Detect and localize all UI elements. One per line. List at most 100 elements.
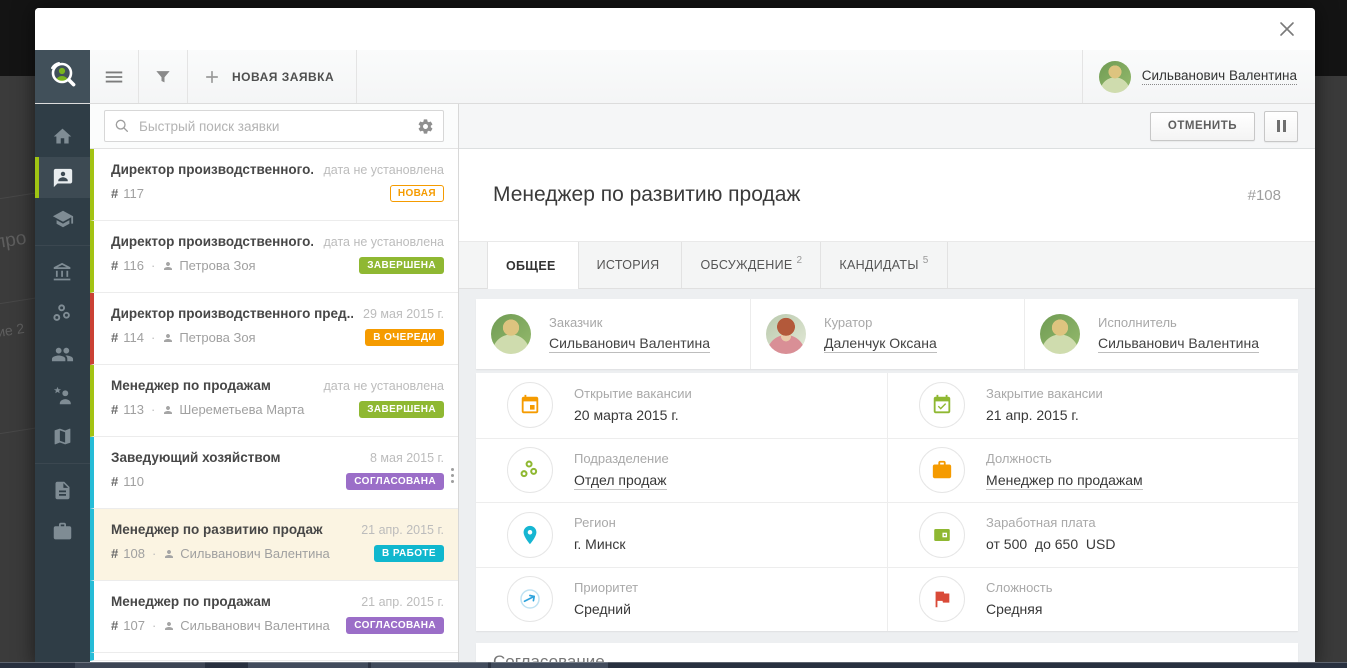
- status-badge: СОГЛАСОВАНА: [346, 617, 444, 634]
- dot-separator: ·: [151, 546, 157, 561]
- gear-icon[interactable]: [413, 114, 437, 138]
- field-label: Регион: [574, 515, 616, 531]
- modal-header: [35, 8, 1315, 50]
- map-pin-icon: [507, 511, 553, 558]
- map-icon: [54, 428, 71, 445]
- close-icon[interactable]: [1275, 17, 1299, 41]
- cancel-button[interactable]: ОТМЕНИТЬ: [1149, 111, 1255, 141]
- field-value: Средняя: [986, 600, 1043, 617]
- hash-icon: #: [111, 618, 119, 633]
- field-complexity: Сложность Средняя: [887, 566, 1298, 631]
- fields-card: Открытие вакансии 20 марта 2015 г. Закры…: [476, 373, 1298, 631]
- request-title: Менеджер по развитию продаж: [111, 522, 323, 537]
- sidebar-item-documents[interactable]: [35, 470, 90, 511]
- pause-icon: [1276, 120, 1280, 132]
- filter-button[interactable]: [138, 50, 188, 103]
- request-date: дата не установлена: [323, 379, 444, 393]
- person-icon: [164, 261, 173, 270]
- person-role-label: Куратор: [824, 315, 873, 330]
- request-id: 108: [123, 546, 145, 561]
- request-title: Менеджер по продажам: [111, 594, 271, 609]
- field-value-link[interactable]: Менеджер по продажам: [986, 471, 1143, 490]
- sidebar-item-structure[interactable]: [35, 293, 90, 334]
- field-position: Должность Менеджер по продажам: [887, 437, 1298, 502]
- hash-icon: #: [111, 330, 119, 345]
- request-person: Шереметьева Марта: [162, 402, 304, 417]
- field-value: 21 апр. 2015 г.: [986, 406, 1079, 423]
- menu-icon: [105, 71, 123, 82]
- avatar: [491, 314, 531, 354]
- field-label: Закрытие вакансии: [986, 385, 1103, 401]
- list-item[interactable]: Заведующий хозяйством 8 мая 2015 г. #110 …: [90, 437, 458, 509]
- toolbar-spacer: [357, 50, 1082, 103]
- request-person: Сильванович Валентина: [163, 546, 330, 561]
- field-close-date: Закрытие вакансии 21 апр. 2015 г.: [887, 373, 1298, 438]
- hash-icon: #: [111, 546, 119, 561]
- person-name-link[interactable]: Даленчук Оксана: [824, 335, 937, 353]
- avatar: [766, 314, 806, 354]
- request-date: дата не установлена: [323, 163, 444, 177]
- request-id: 110: [123, 474, 144, 489]
- filter-icon: [156, 70, 170, 82]
- dot-separator: ·: [150, 330, 156, 345]
- request-id: 117: [123, 186, 144, 201]
- list-item[interactable]: Менеджер по продажам дата не установлена …: [90, 365, 458, 437]
- tab-discussion[interactable]: ОБСУЖДЕНИЕ 2: [682, 242, 822, 288]
- field-label: Заработная плата: [986, 515, 1096, 531]
- tab-general[interactable]: ОБЩЕЕ: [487, 242, 579, 289]
- person-name-link[interactable]: Сильванович Валентина: [1098, 335, 1259, 353]
- person-icon: [164, 405, 173, 414]
- sidebar-item-vacancies[interactable]: [35, 511, 90, 552]
- new-request-button[interactable]: НОВАЯ ЗАЯВКА: [188, 50, 358, 103]
- sidebar-item-requests[interactable]: [35, 157, 90, 198]
- person-name-link[interactable]: Сильванович Валентина: [549, 335, 710, 353]
- user-menu[interactable]: Сильванович Валентина: [1081, 50, 1315, 103]
- sidebar-item-employees[interactable]: [35, 334, 90, 375]
- field-open-date: Открытие вакансии 20 марта 2015 г.: [476, 373, 887, 438]
- plus-icon: [206, 70, 218, 83]
- request-title: Директор производственного пред...: [111, 306, 354, 321]
- menu-button[interactable]: [90, 50, 138, 103]
- field-label: Должность: [986, 450, 1052, 466]
- field-value-link[interactable]: Отдел продаж: [574, 471, 667, 490]
- sidebar-item-company[interactable]: [35, 252, 90, 293]
- person-icon: [165, 549, 174, 558]
- list-item[interactable]: Директор производственного... дата не уст…: [90, 221, 458, 293]
- field-region: Регион г. Минск: [476, 502, 887, 567]
- field-label: Приоритет: [574, 579, 639, 595]
- search-input[interactable]: [137, 117, 413, 135]
- sidebar: [35, 104, 90, 668]
- status-badge: ЗАВЕРШЕНА: [359, 401, 444, 418]
- tab-candidates[interactable]: КАНДИДАТЫ 5: [821, 242, 948, 288]
- list-item-partial[interactable]: [90, 653, 458, 661]
- status-badge: НОВАЯ: [389, 185, 444, 202]
- action-bar: ОТМЕНИТЬ: [459, 104, 1315, 149]
- field-value: 20 марта 2015 г.: [574, 406, 679, 423]
- request-chat-icon: [53, 168, 72, 187]
- calendar-check-icon: [919, 382, 965, 429]
- request-date: 21 апр. 2015 г.: [361, 523, 444, 537]
- list-item[interactable]: Директор производственного пред... 29 мая…: [90, 293, 458, 365]
- person-star-icon: [53, 386, 71, 404]
- sidebar-item-map[interactable]: [35, 416, 90, 457]
- dot-separator: ·: [150, 258, 156, 273]
- tab-bar: ОБЩЕЕ ИСТОРИЯ ОБСУЖДЕНИЕ 2 КАНДИДАТЫ 5: [459, 241, 1315, 289]
- vacancy-title: Менеджер по развитию продаж: [493, 183, 801, 206]
- list-item[interactable]: Менеджер по продажам 21 апр. 2015 г. #107…: [90, 581, 458, 653]
- org-circles-icon: [53, 304, 70, 321]
- list-item[interactable]: Директор производственного... дата не уст…: [90, 149, 458, 221]
- vacancy-number: #108: [1247, 186, 1281, 204]
- sidebar-item-candidates[interactable]: [35, 375, 90, 416]
- status-badge: СОГЛАСОВАНА: [346, 473, 444, 490]
- tab-history[interactable]: ИСТОРИЯ: [579, 242, 683, 288]
- toolbar: НОВАЯ ЗАЯВКА Сильванович Валентина: [35, 50, 1315, 104]
- sidebar-item-home[interactable]: [35, 116, 90, 157]
- list-item-selected[interactable]: Менеджер по развитию продаж 21 апр. 2015 …: [90, 509, 458, 581]
- panel-resize-handle[interactable]: [449, 460, 456, 490]
- sidebar-item-education[interactable]: [35, 198, 90, 239]
- detail-header: Менеджер по развитию продаж #108: [459, 149, 1315, 241]
- pause-button[interactable]: [1264, 110, 1298, 142]
- request-list: Директор производственного... дата не уст…: [90, 149, 458, 668]
- sidebar-divider: [35, 463, 90, 464]
- app-logo[interactable]: [35, 50, 90, 103]
